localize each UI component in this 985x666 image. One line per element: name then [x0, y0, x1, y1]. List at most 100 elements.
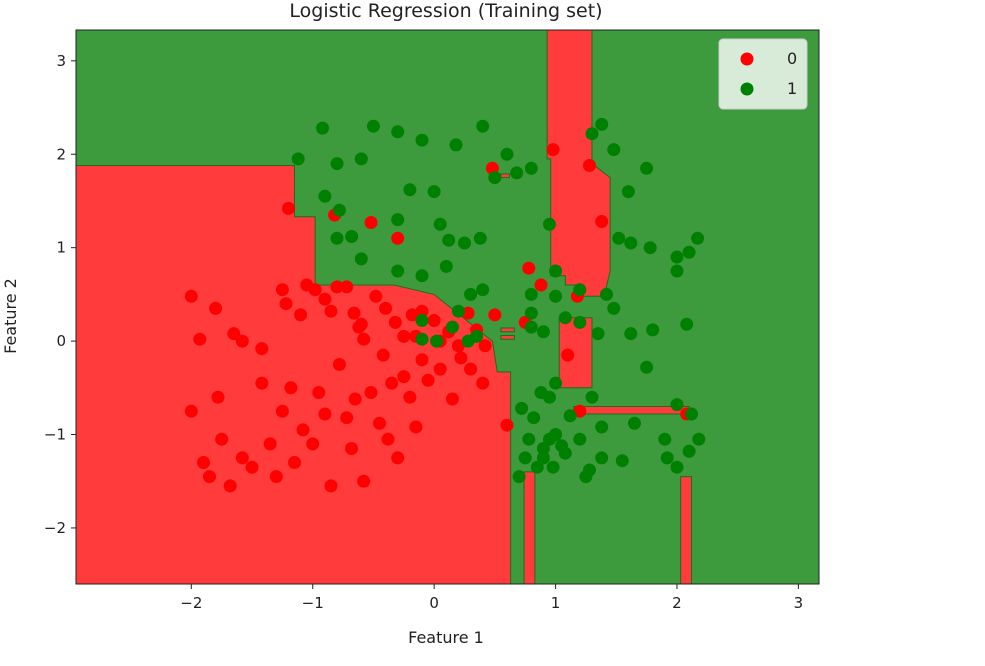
point-class-1-15 [427, 185, 441, 199]
point-class-0-83 [534, 278, 548, 292]
point-class-0-70 [282, 201, 295, 215]
point-class-1-16 [433, 217, 447, 231]
point-class-1-55 [660, 451, 674, 465]
point-class-1-52 [685, 407, 698, 421]
point-class-1-26 [415, 269, 429, 283]
point-class-0-80 [573, 404, 587, 418]
point-class-1-8 [449, 138, 463, 152]
point-class-0-20 [388, 315, 402, 329]
decision-regions [75, 29, 692, 585]
x-tick-label: 0 [429, 594, 439, 612]
point-class-1-30 [524, 287, 538, 301]
decision-region-class-0-3 [558, 317, 593, 389]
x-axis-ticks: −2 −1 0 1 2 3 [180, 584, 803, 612]
point-class-0-31 [488, 308, 502, 322]
point-class-1-36 [607, 143, 621, 157]
x-tick-label: −1 [302, 594, 324, 612]
point-class-0-17 [357, 332, 371, 346]
point-class-0-50 [324, 479, 338, 493]
point-class-0-21 [397, 329, 411, 343]
point-class-1-74 [595, 451, 609, 465]
point-class-0-5 [255, 342, 269, 356]
point-class-1-38 [640, 161, 654, 175]
legend-label-class-0: 0 [787, 49, 797, 68]
point-class-1-61 [579, 470, 593, 484]
point-class-1-50 [640, 360, 654, 374]
point-class-1-13 [403, 183, 417, 197]
point-class-0-14 [340, 280, 354, 294]
point-class-1-32 [549, 264, 563, 278]
point-class-1-42 [670, 250, 684, 264]
point-class-1-6 [391, 125, 405, 139]
point-class-0-78 [522, 261, 536, 275]
point-class-1-25 [391, 264, 405, 278]
point-class-1-5 [366, 119, 380, 133]
point-class-1-48 [646, 323, 660, 337]
point-class-1-4 [316, 121, 329, 135]
point-class-1-84 [470, 329, 484, 343]
point-class-1-14 [391, 213, 405, 227]
point-class-0-59 [397, 370, 411, 384]
point-class-0-0 [184, 289, 198, 303]
point-class-1-82 [445, 320, 459, 334]
point-class-1-90 [543, 390, 556, 404]
point-class-1-54 [658, 432, 672, 446]
point-class-0-36 [215, 432, 229, 446]
point-class-0-53 [345, 442, 359, 455]
point-class-1-29 [476, 283, 490, 297]
point-class-0-10 [308, 283, 322, 297]
point-class-1-37 [621, 185, 635, 199]
point-class-1-22 [524, 161, 538, 175]
point-class-0-54 [357, 474, 371, 488]
point-class-0-32 [184, 404, 198, 418]
point-class-1-88 [585, 390, 599, 404]
point-class-1-51 [670, 398, 684, 412]
point-class-1-81 [415, 314, 429, 327]
point-class-1-56 [670, 460, 684, 474]
point-class-0-58 [391, 451, 405, 465]
point-class-0-3 [227, 327, 241, 341]
point-class-0-51 [332, 358, 346, 371]
point-class-1-76 [558, 311, 572, 325]
point-class-0-40 [255, 376, 269, 390]
point-class-0-43 [275, 404, 289, 418]
point-class-1-67 [518, 451, 532, 465]
point-class-1-86 [549, 289, 563, 303]
point-class-1-92 [549, 428, 563, 441]
point-class-1-57 [682, 444, 696, 458]
point-class-1-96 [415, 332, 429, 346]
x-tick-label: 1 [551, 594, 561, 612]
y-axis-label: Feature 2 [1, 278, 20, 354]
point-class-1-75 [615, 454, 629, 468]
y-tick-label: 3 [56, 52, 66, 70]
point-class-1-80 [536, 325, 550, 339]
point-class-1-93 [522, 432, 536, 446]
x-tick-label: −2 [180, 594, 202, 612]
decision-region-class-0-6 [500, 335, 515, 340]
point-class-0-79 [561, 348, 575, 362]
point-class-0-85 [354, 317, 368, 331]
point-class-1-70 [515, 401, 529, 415]
point-class-1-44 [682, 245, 696, 259]
point-class-1-68 [512, 470, 526, 484]
point-class-1-94 [536, 451, 550, 465]
point-class-1-20 [488, 171, 502, 185]
point-class-1-1 [318, 189, 332, 203]
point-class-0-64 [433, 362, 447, 376]
point-class-1-97 [430, 334, 444, 348]
point-class-0-12 [324, 304, 338, 318]
point-class-0-57 [381, 432, 395, 446]
point-class-1-12 [330, 157, 344, 171]
point-class-1-11 [354, 152, 368, 166]
point-class-1-31 [543, 217, 556, 231]
point-class-0-6 [275, 283, 289, 297]
point-class-1-34 [585, 127, 599, 141]
point-class-1-95 [451, 304, 465, 318]
point-class-1-27 [439, 259, 453, 273]
point-class-0-72 [364, 216, 378, 229]
legend-marker-class-1 [740, 82, 754, 96]
point-class-0-41 [263, 437, 277, 451]
legend-label-class-1: 1 [787, 79, 797, 98]
point-class-1-69 [527, 411, 541, 425]
